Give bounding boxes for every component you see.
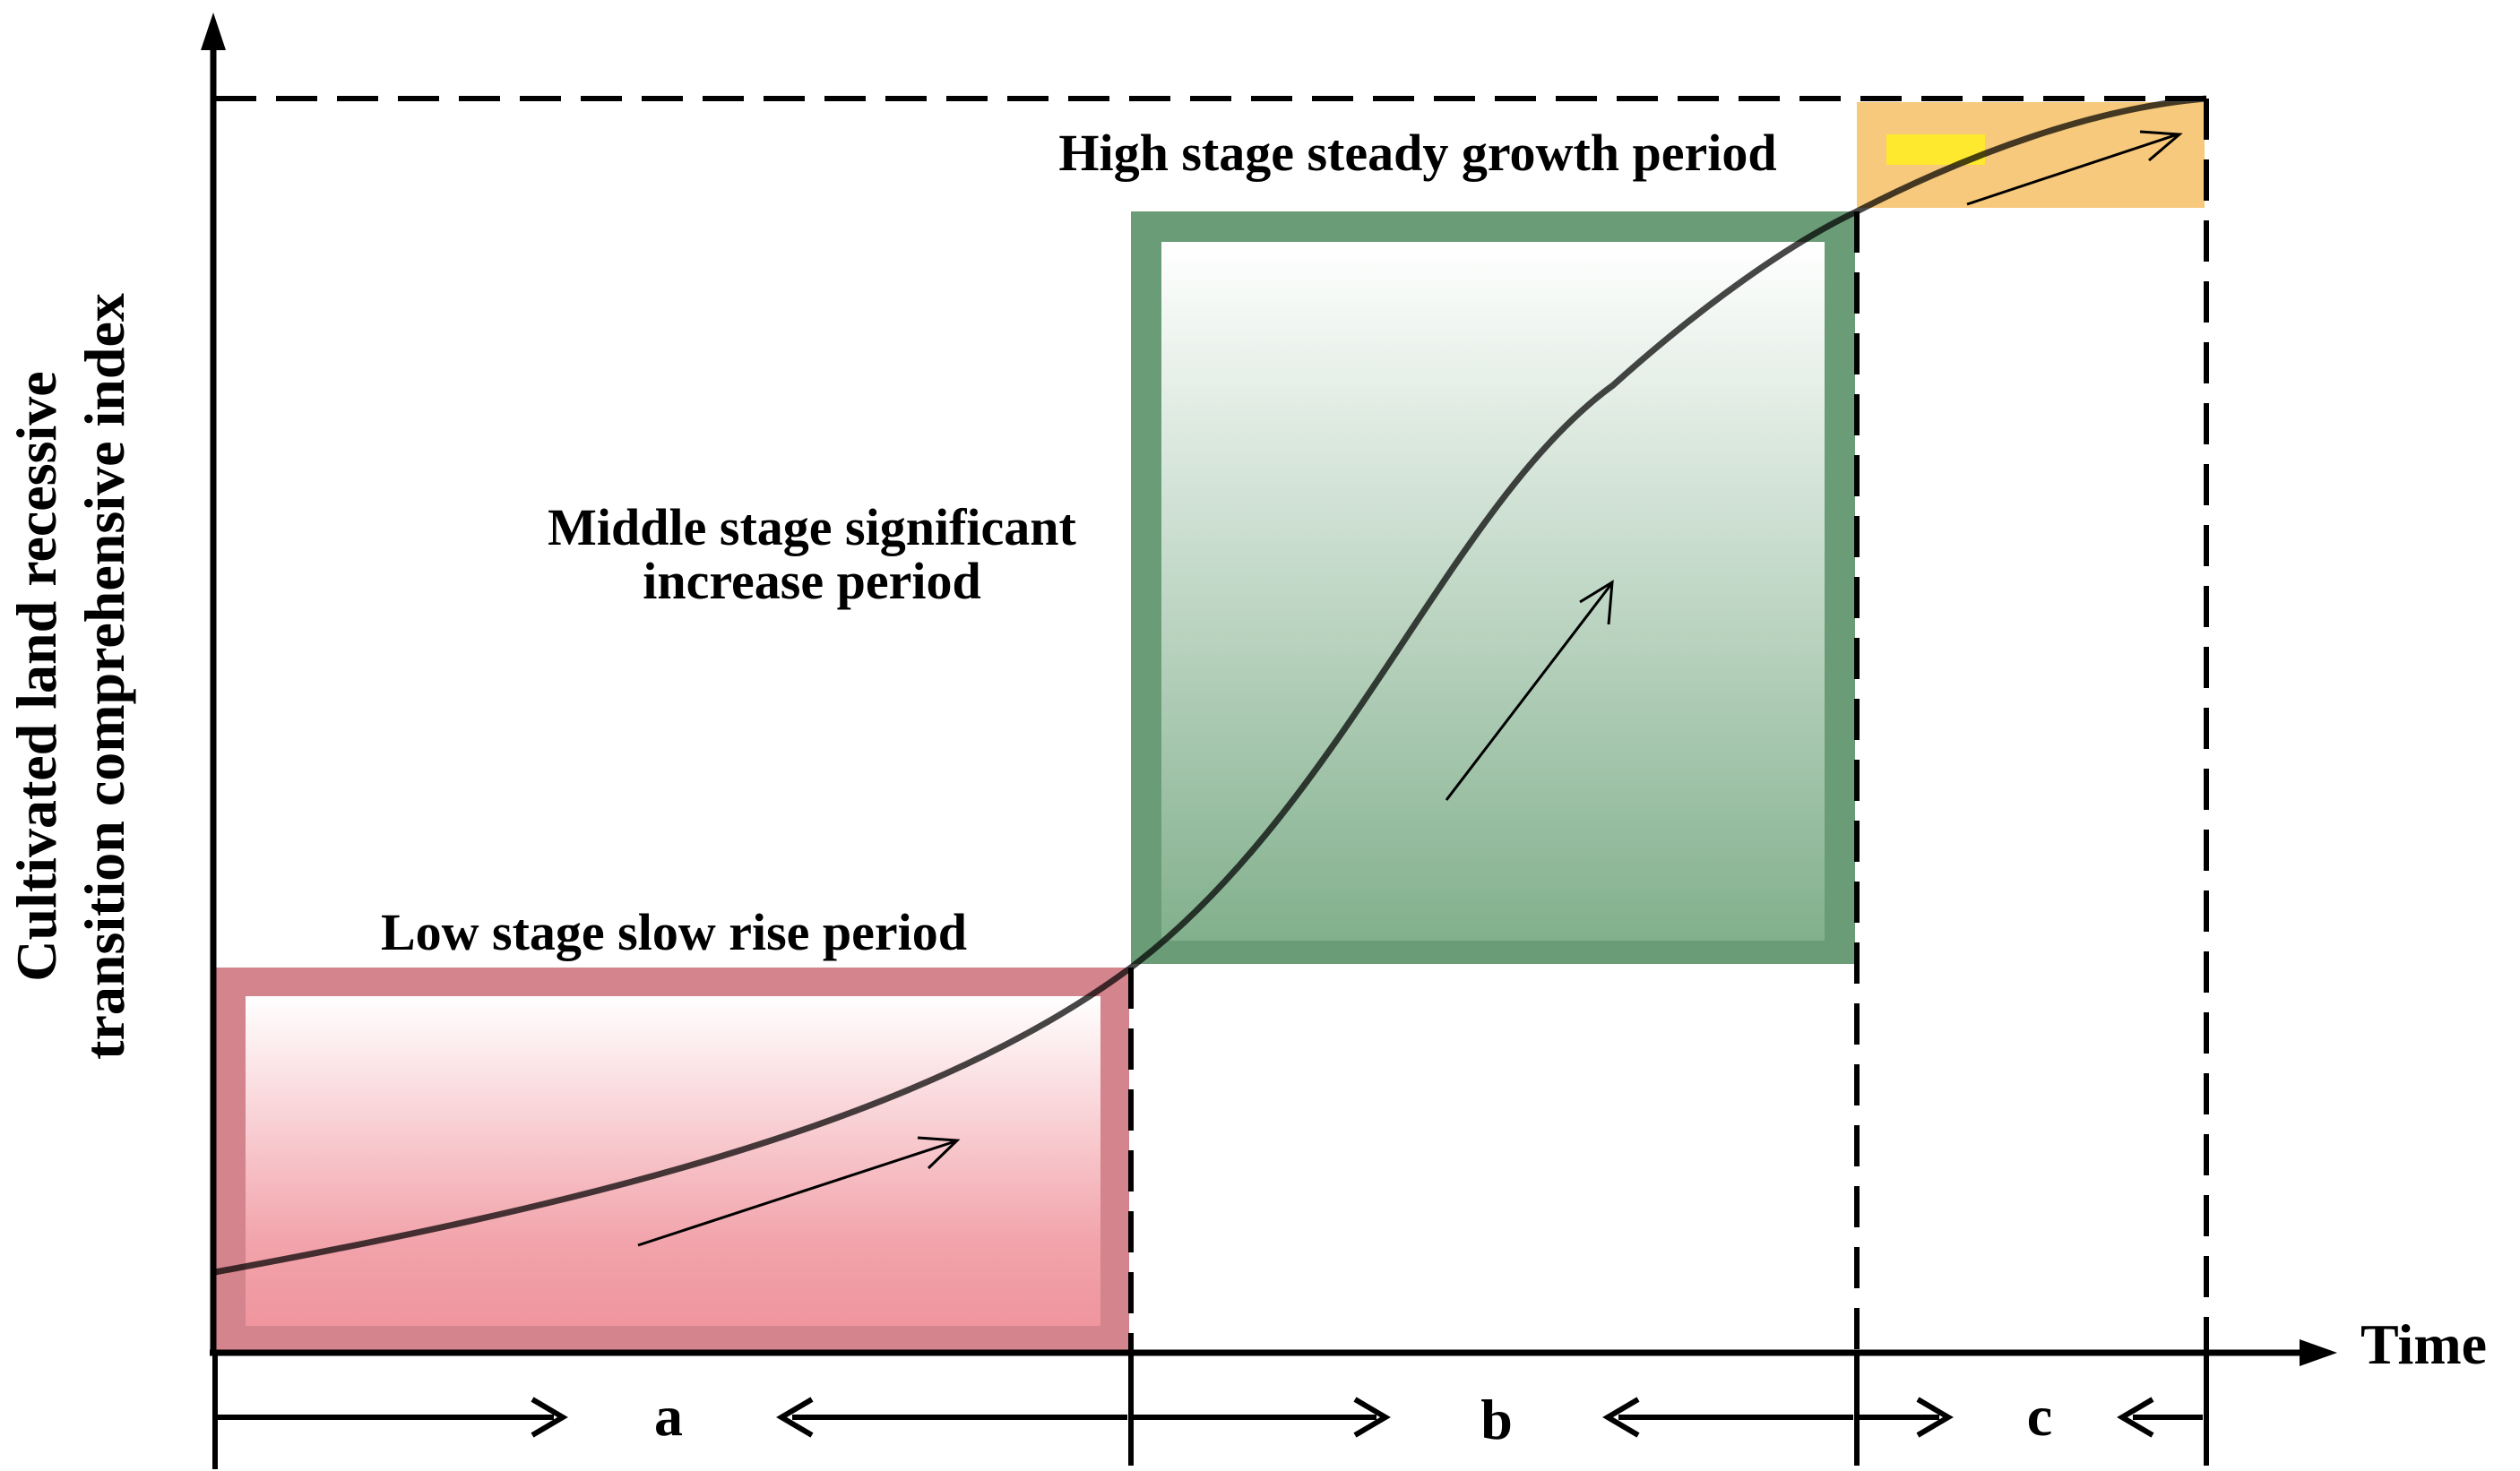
dashed-guides <box>215 96 2209 1353</box>
y-axis <box>201 13 226 1355</box>
low-stage-box <box>215 968 1129 1353</box>
x-axis-label: Time <box>2360 1312 2487 1376</box>
high-stage-box <box>1857 102 2205 208</box>
segment-dividers <box>212 1355 2209 1469</box>
y-axis-label-line1: Cultivated land recessive <box>4 371 68 981</box>
segment-label-b: b <box>1480 1388 1513 1451</box>
growth-curve <box>214 95 2207 1276</box>
segment-label-a: a <box>654 1384 683 1448</box>
y-axis-label-line2: transition comprehensive index <box>73 293 136 1060</box>
middle-stage-box <box>1131 211 1855 964</box>
low-stage-title: Low stage slow rise period <box>381 903 967 961</box>
segment-span-arrows <box>215 1397 2203 1438</box>
trend-arrows <box>637 130 2183 1247</box>
high-stage-title: High stage steady growth period <box>1058 124 1776 182</box>
middle-stage-title-line2: increase period <box>643 552 980 610</box>
middle-stage-title-line1: Middle stage significant <box>548 498 1076 556</box>
x-axis <box>210 1339 2337 1366</box>
segment-label-c: c <box>2027 1384 2052 1448</box>
